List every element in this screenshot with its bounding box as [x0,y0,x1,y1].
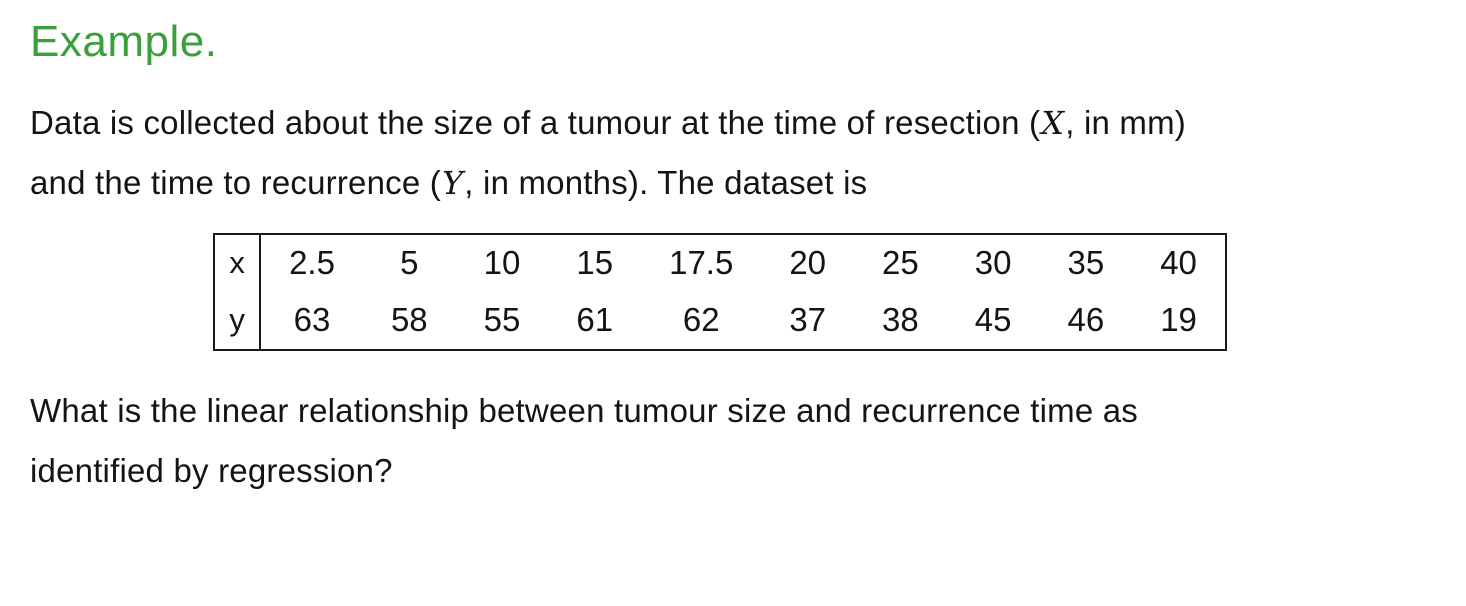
intro-paragraph: Data is collected about the size of a tu… [30,93,1438,213]
table-cell: 46 [1067,301,1105,339]
table-cell: 55 [483,301,521,339]
table-cell: 15 [576,244,614,282]
intro-line1-pre: Data is collected about the size of a tu… [30,103,1041,141]
table-cell: 5 [400,244,419,282]
table-cell: 58 [390,301,428,339]
table-cell: 2.5 [289,244,335,282]
intro-line1-post: , in mm) [1065,103,1186,141]
table-cell: 19 [1160,301,1197,339]
table-cell: 61 [576,301,614,339]
intro-line2-pre: and the time to recurrence ( [30,163,441,201]
math-var-y: Y [441,163,464,202]
table-cell: 62 [682,301,720,339]
intro-line2-post: , in months). The dataset is [464,163,868,201]
table-row-y: y 63 58 55 61 62 37 38 45 46 19 [214,291,1226,350]
table-cell: 63 [293,301,331,339]
table-row-x: x 2.5 5 10 15 17.5 20 25 30 35 40 [214,233,1226,292]
table-cell: 20 [789,244,827,282]
table-cell: 37 [789,301,827,339]
table-cell: 10 [483,244,521,282]
table-cell: 35 [1067,244,1105,282]
math-var-x: X [1041,103,1065,142]
table-cell: 17.5 [669,244,734,282]
table-cell: 40 [1160,244,1197,282]
dataset-table-container: x 2.5 5 10 15 17.5 20 25 30 35 40 y 63 5… [30,232,1438,351]
question-paragraph: What is the linear relationship between … [30,381,1438,501]
question-line1: What is the linear relationship between … [30,391,1139,429]
dataset-table: x 2.5 5 10 15 17.5 20 25 30 35 40 y 63 5… [213,232,1227,351]
table-cell: 45 [974,301,1012,339]
row-label-x: x [214,233,262,292]
table-cell: 30 [974,244,1012,282]
table-cell: 38 [882,301,919,339]
row-label-y: y [214,291,262,350]
table-cell: 25 [882,244,919,282]
question-line2: identified by regression? [30,451,393,489]
example-heading: Example. [30,17,218,66]
